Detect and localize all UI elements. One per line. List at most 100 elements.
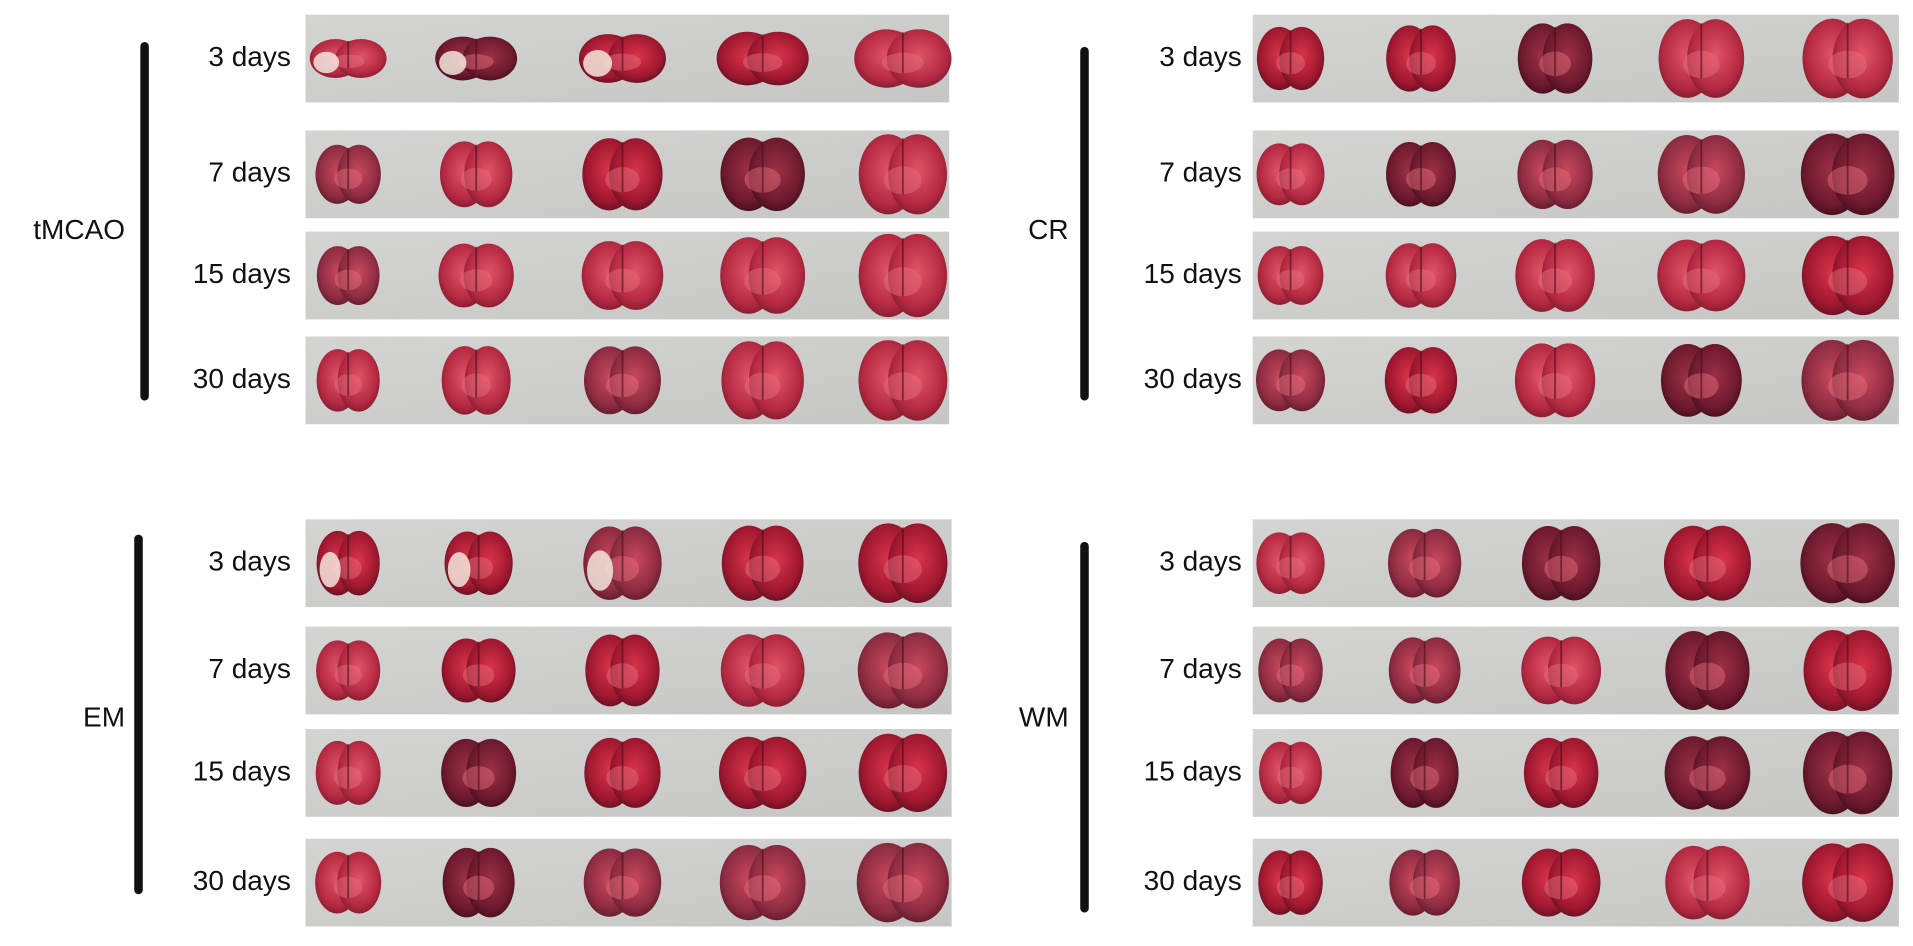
- group-label: WM: [1019, 702, 1069, 733]
- brain-slice: [858, 523, 948, 604]
- row-label: 30 days: [193, 363, 291, 394]
- slice-strip: [305, 130, 950, 219]
- brain-slice: [315, 851, 382, 914]
- brain-slice: [854, 29, 952, 88]
- group-label: tMCAO: [33, 214, 125, 245]
- brain-slice: [858, 733, 948, 813]
- slice-strip: [305, 519, 952, 608]
- brain-slice: [1800, 133, 1895, 216]
- slice-strip: [1252, 231, 1899, 320]
- slice-strip: [1252, 519, 1899, 608]
- brain-slice: [1660, 343, 1742, 417]
- brain-slice: [581, 241, 664, 310]
- brain-slice: [721, 525, 804, 601]
- brain-slice: [1386, 25, 1456, 92]
- slice-strip: [1252, 626, 1899, 715]
- row-label: 3 days: [1159, 41, 1242, 72]
- brain-slice: [316, 246, 380, 305]
- brain-slice: [441, 346, 511, 415]
- brain-slice: [720, 237, 806, 314]
- brain-slice: [720, 137, 805, 212]
- row-label: 7 days: [1159, 157, 1242, 188]
- brain-slice: [1256, 532, 1325, 594]
- brain-slice: [1384, 347, 1458, 414]
- group-label: EM: [83, 702, 125, 733]
- row-label: 3 days: [208, 546, 291, 577]
- brain-slice: [585, 634, 660, 707]
- brain-slice: [1658, 19, 1745, 98]
- infarct: [319, 551, 341, 588]
- row-label: 30 days: [1144, 363, 1242, 394]
- brain-slice: [1802, 18, 1893, 99]
- brain-slice: [1665, 631, 1750, 710]
- brain-slice: [1663, 525, 1751, 601]
- brain-slice: [316, 349, 380, 412]
- row-label: 30 days: [1144, 865, 1242, 896]
- slice-strip: [305, 231, 950, 320]
- brain-slice: [1521, 525, 1601, 601]
- brain-slice: [1386, 142, 1456, 207]
- brain-slice: [1523, 737, 1599, 808]
- brain-slice: [1664, 736, 1751, 810]
- slice-strip: [1252, 336, 1899, 425]
- brain-slice: [1259, 741, 1323, 805]
- brain-slice: [1517, 23, 1593, 94]
- brain-slice: [1388, 528, 1462, 598]
- brain-slice: [1257, 246, 1324, 305]
- row-label: 7 days: [1159, 653, 1242, 684]
- brain-slice: [858, 134, 947, 215]
- brain-slice: [583, 848, 662, 917]
- brain-slice: [584, 737, 661, 808]
- brain-slice: [441, 638, 516, 703]
- brain-slice: [856, 842, 949, 923]
- row-label: 30 days: [193, 865, 291, 896]
- brain-slice: [1258, 638, 1323, 703]
- slice-strip: [305, 14, 952, 103]
- row-label: 15 days: [193, 755, 291, 786]
- brain-slice: [1385, 243, 1457, 308]
- brain-slice: [435, 36, 518, 81]
- brain-slice: [316, 530, 380, 596]
- row-label: 3 days: [208, 41, 291, 72]
- brain-slice: [1388, 637, 1461, 704]
- brain-slice: [1256, 143, 1325, 206]
- brain-slice: [584, 346, 661, 415]
- brain-slice: [1514, 343, 1596, 418]
- brain-slice: [1389, 849, 1460, 916]
- brain-slice: [1801, 339, 1894, 421]
- slice-strip: [305, 838, 952, 927]
- brain-slice: [578, 34, 666, 83]
- slice-strip: [1252, 838, 1899, 927]
- row-label: 3 days: [1159, 546, 1242, 577]
- brain-slice: [858, 233, 948, 318]
- infarct: [439, 50, 467, 75]
- infarct: [447, 552, 471, 588]
- brain-slice: [442, 847, 515, 918]
- group-label: CR: [1028, 214, 1068, 245]
- brain-slice: [582, 138, 663, 211]
- brain-slice: [718, 736, 807, 810]
- brain-slice: [857, 632, 948, 709]
- brain-slice: [1803, 629, 1892, 712]
- brain-slice: [1390, 737, 1459, 808]
- brain-slice: [1256, 26, 1325, 91]
- brain-slice: [1802, 843, 1894, 922]
- slice-strip: [305, 336, 950, 425]
- brain-slice: [583, 526, 662, 600]
- brain-slice: [1256, 349, 1326, 412]
- brain-slice: [721, 341, 804, 420]
- brain-slice: [441, 738, 517, 807]
- brain-slice: [438, 243, 514, 308]
- row-label: 15 days: [1144, 258, 1242, 289]
- brain-slice: [1657, 134, 1745, 214]
- brain-slice: [316, 640, 381, 701]
- brain-slice: [315, 740, 381, 805]
- row-label: 15 days: [193, 258, 291, 289]
- slice-strip: [1252, 729, 1899, 817]
- infarct: [583, 49, 613, 77]
- brain-slice: [309, 39, 387, 79]
- brain-slice: [440, 141, 513, 208]
- brain-slice: [1515, 239, 1595, 312]
- infarct: [313, 51, 340, 74]
